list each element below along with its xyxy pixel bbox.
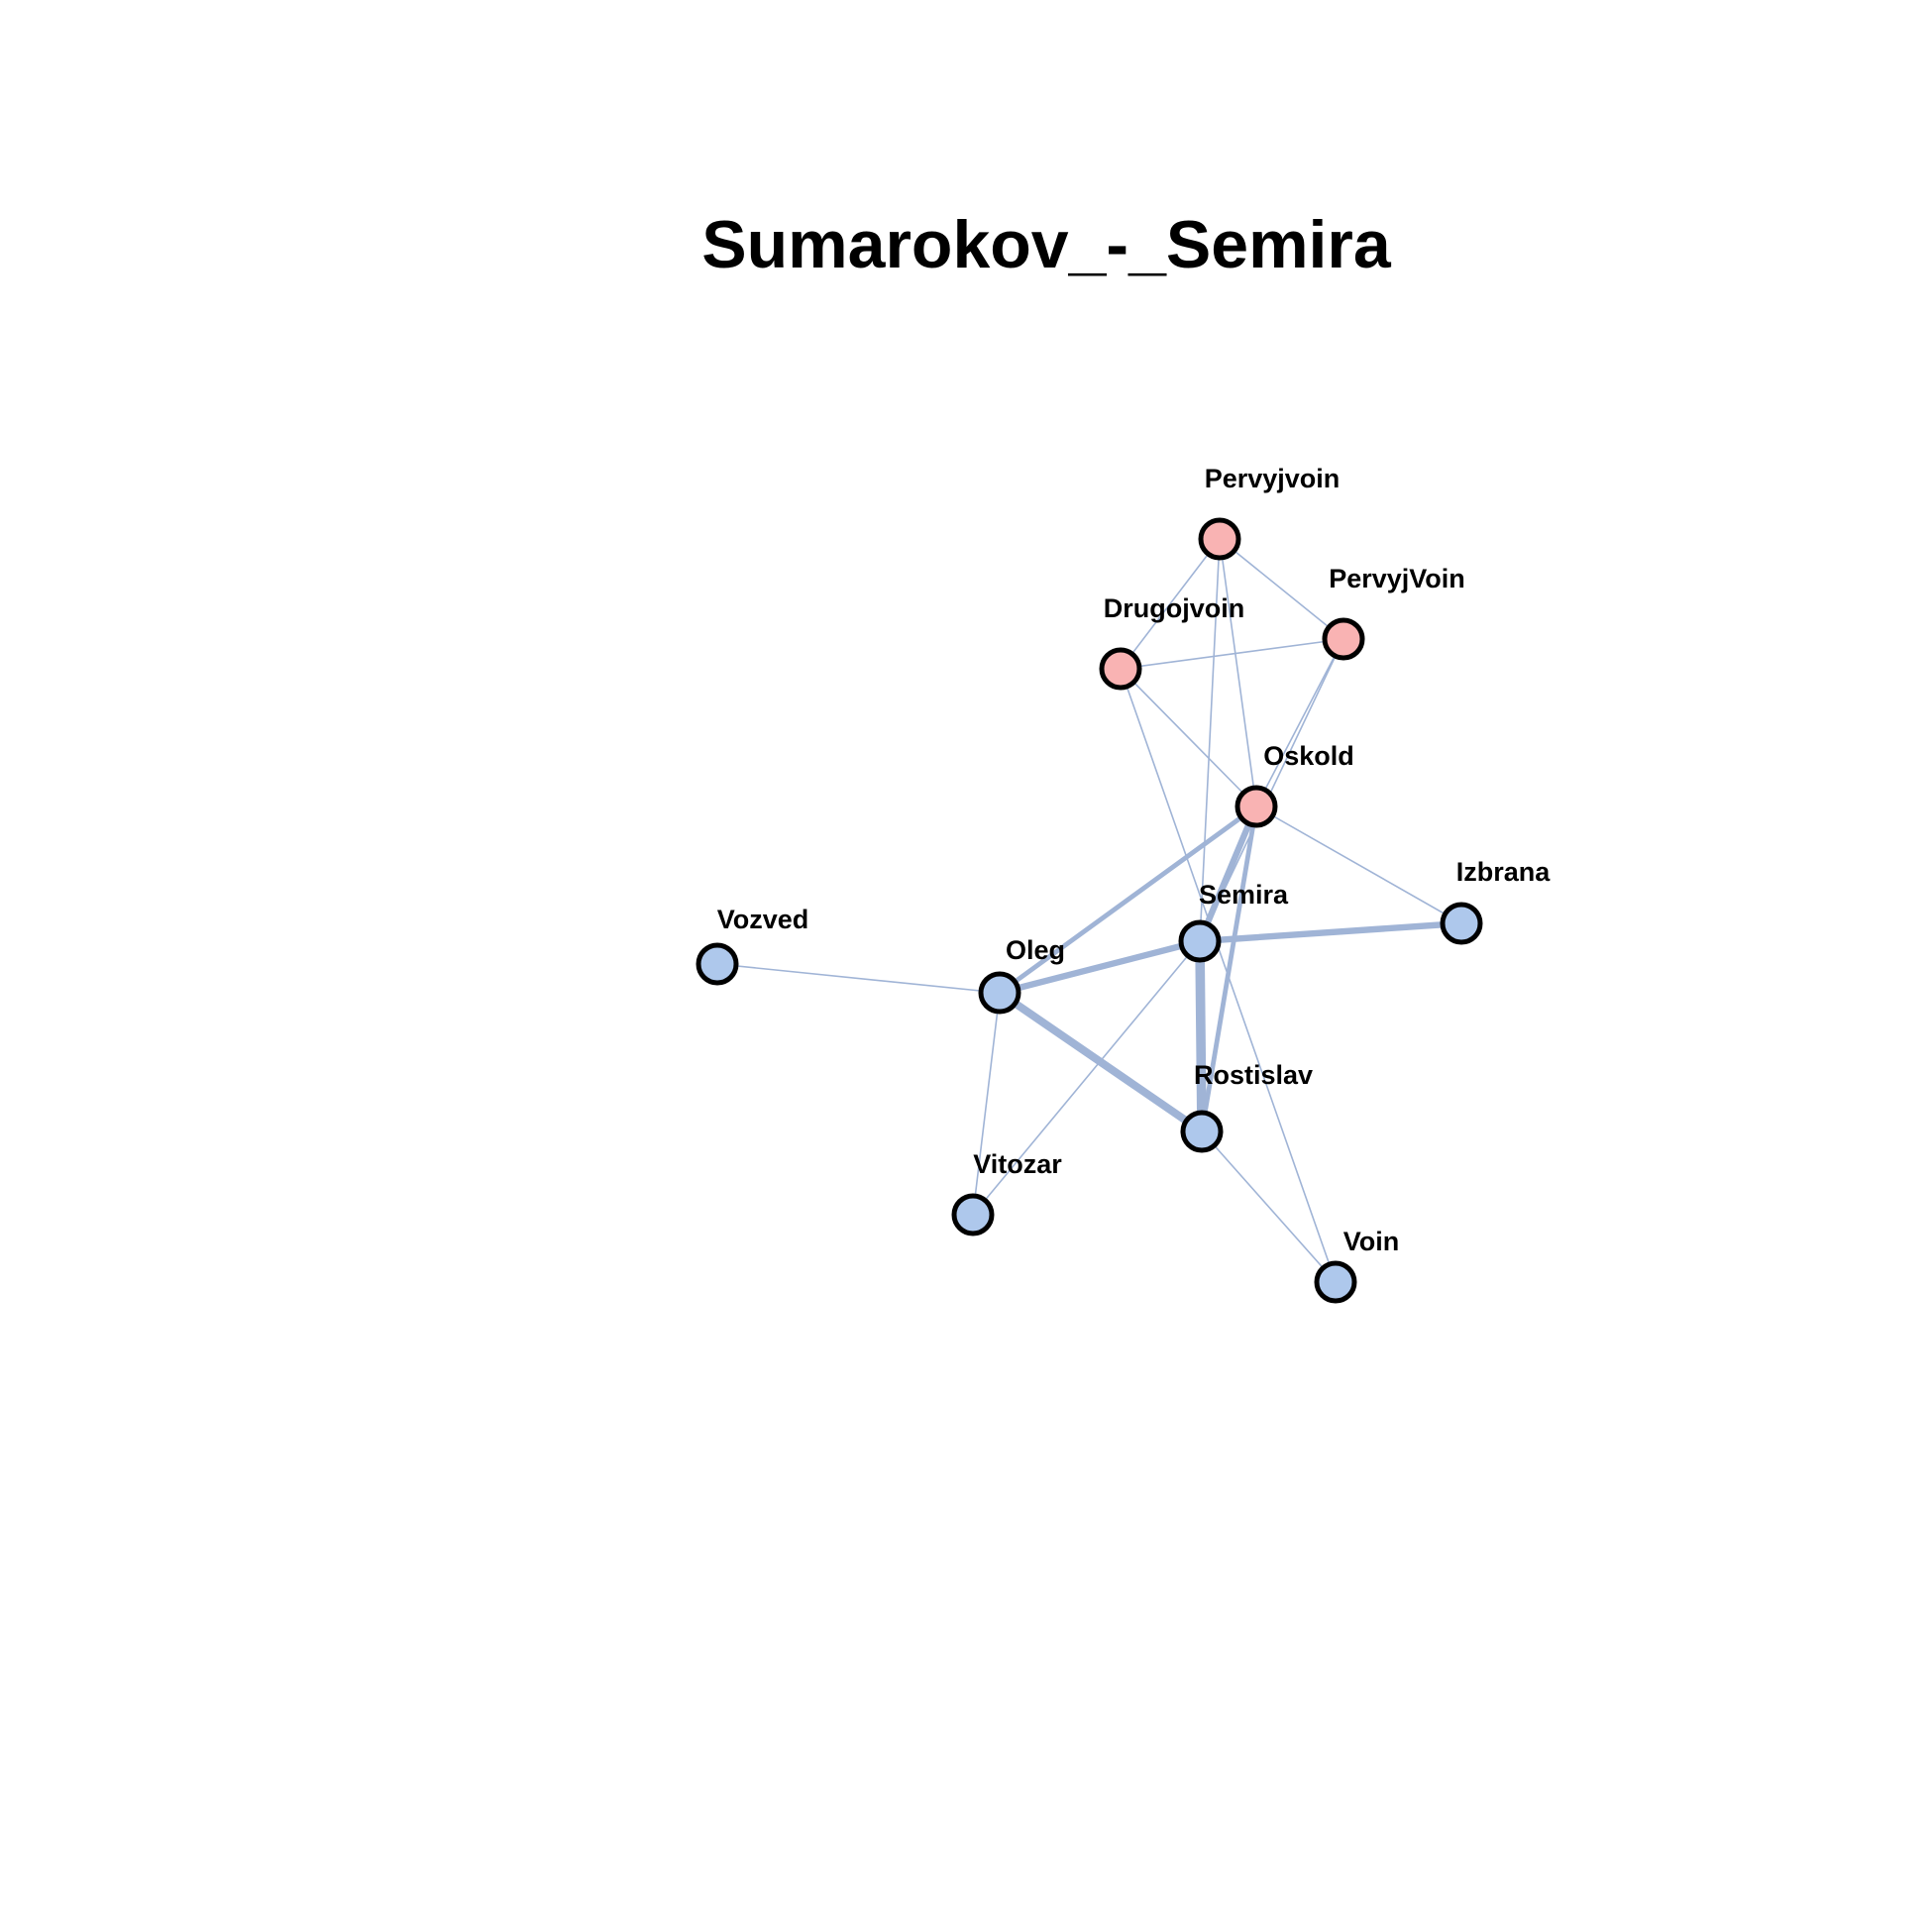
edge-oleg-rostislav (996, 989, 1206, 1135)
node-voin[interactable] (1314, 1260, 1357, 1304)
node-label-vitozar: Vitozar (973, 1149, 1062, 1179)
node-label-semira: Semira (1199, 880, 1289, 910)
node-vozved[interactable] (696, 942, 739, 986)
edge-oskold-oleg (997, 804, 1259, 996)
node-pervyjvoin[interactable] (1198, 517, 1241, 561)
node-label-voin: Voin (1343, 1227, 1400, 1256)
diagram-title: Sumarokov_-_Semira (701, 207, 1391, 282)
edge-pervyjvoin-pervyjvoin (1219, 538, 1344, 640)
edge-rostislav-voin (1201, 1130, 1337, 1283)
edge-semira-vitozar (972, 940, 1201, 1216)
edge-semira-rostislav (1195, 936, 1207, 1136)
edge-oleg-vozved (716, 963, 1001, 994)
edge-oleg-vitozar (972, 992, 1001, 1216)
node-drugojvoin[interactable] (1099, 647, 1142, 691)
edge-oskold-izbrana (1255, 805, 1462, 924)
node-label-pervyjvoin: Pervyjvoin (1205, 464, 1341, 493)
node-label-oskold: Oskold (1263, 741, 1354, 771)
node-rostislav[interactable] (1180, 1110, 1224, 1153)
node-label-rostislav: Rostislav (1194, 1060, 1313, 1090)
node-pervyjvoin[interactable] (1322, 617, 1365, 661)
edge-oskold-semira (1196, 803, 1260, 945)
node-izbrana[interactable] (1440, 902, 1483, 945)
nodes-layer (696, 517, 1483, 1304)
node-oskold[interactable] (1234, 785, 1278, 828)
node-semira[interactable] (1178, 919, 1222, 963)
node-vitozar[interactable] (951, 1193, 995, 1236)
edge-pervyjvoin-drugojvoin (1120, 538, 1221, 670)
edge-pervyjvoin-oskold (1255, 638, 1344, 807)
node-label-oleg: Oleg (1006, 935, 1065, 965)
node-label-izbrana: Izbrana (1456, 857, 1552, 887)
labels-layer: Pervyjvoin PervyjVoin Drugojvoin Oskold Izbr… (717, 464, 1552, 1256)
edge-pervyjvoin-semira (1199, 538, 1221, 942)
edge-semira-oleg (996, 937, 1204, 997)
edge-oskold-rostislav (1199, 804, 1259, 1134)
edge-semira-izbrana (1196, 919, 1465, 945)
node-label-vozved: Vozved (717, 905, 809, 934)
edge-pervyjvoin-oskold (1219, 538, 1257, 807)
node-label-pervyjvoin: PervyjVoin (1329, 564, 1465, 593)
node-oleg[interactable] (978, 971, 1021, 1015)
node-label-drugojvoin: Drugojvoin (1104, 593, 1245, 623)
edge-drugojvoin-pervyjvoin (1120, 638, 1344, 670)
edges-layer (716, 538, 1465, 1283)
edge-drugojvoin-oskold (1120, 668, 1257, 807)
